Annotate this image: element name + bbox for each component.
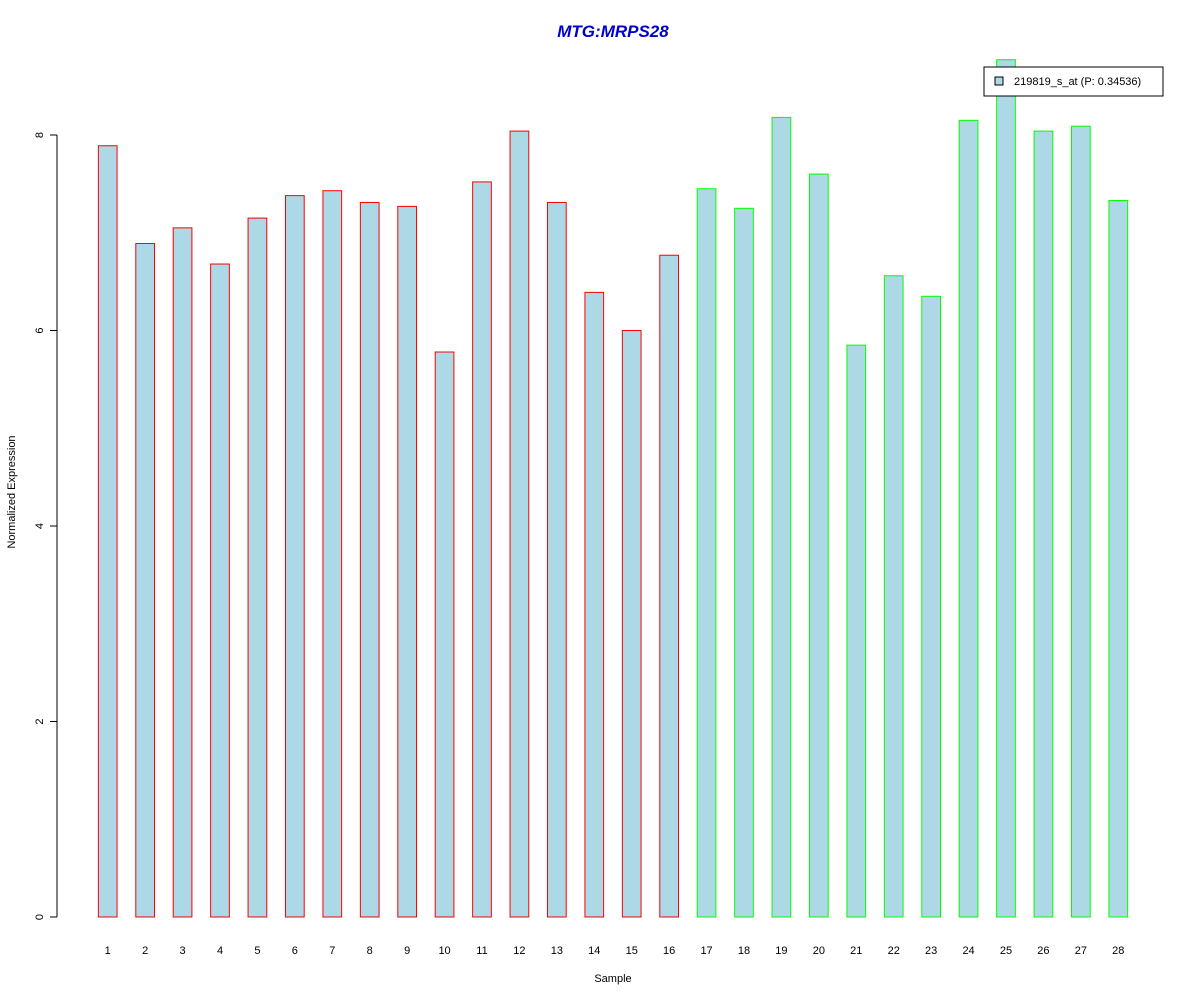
bar-sample-15 — [621, 330, 642, 918]
x-tick-label: 21 — [850, 945, 862, 957]
y-axis-label: Normalized Expression — [6, 435, 18, 548]
legend: 219819_s_at (P: 0.34536) — [983, 66, 1164, 97]
x-tick-label: 10 — [438, 945, 450, 957]
chart-title: MTG:MRPS28 — [557, 22, 669, 41]
bar-sample-5 — [247, 217, 268, 918]
bar-sample-20 — [809, 173, 829, 918]
x-tick-label: 1 — [105, 945, 111, 957]
x-tick-label: 25 — [1000, 945, 1012, 957]
bar-sample-10 — [434, 351, 455, 918]
legend-box — [983, 66, 1164, 97]
x-tick-label: 4 — [217, 945, 223, 957]
bar-sample-12 — [509, 130, 530, 918]
x-tick-label: 12 — [513, 945, 525, 957]
x-tick-label: 22 — [888, 945, 900, 957]
x-tick-label: 17 — [700, 945, 712, 957]
bar-sample-9 — [397, 205, 418, 918]
y-tick-label: 2 — [34, 718, 46, 724]
x-tick-label: 24 — [962, 945, 974, 957]
bar-sample-22 — [883, 275, 904, 918]
y-tick-label: 4 — [34, 523, 46, 529]
bars — [97, 59, 1129, 918]
bar-sample-21 — [846, 344, 867, 918]
bar-sample-18 — [734, 207, 754, 918]
y-tick-label: 6 — [34, 327, 46, 333]
x-tick-label: 8 — [367, 945, 373, 957]
x-tick-label: 23 — [925, 945, 937, 957]
legend-label: 219819_s_at (P: 0.34536) — [1014, 76, 1141, 88]
x-tick-label: 20 — [813, 945, 825, 957]
x-tick-label: 16 — [663, 945, 675, 957]
x-tick-label: 18 — [738, 945, 750, 957]
x-tick-label: 14 — [588, 945, 600, 957]
bar-sample-19 — [771, 116, 792, 918]
y-axis: 0 2 4 6 8 — [34, 132, 58, 920]
bar-sample-17 — [696, 188, 717, 918]
bar-sample-25 — [996, 59, 1016, 918]
y-tick-label: 0 — [34, 914, 46, 920]
bar-sample-28 — [1108, 199, 1129, 918]
bar-sample-3 — [172, 227, 193, 918]
bar-sample-6 — [285, 195, 305, 918]
x-axis-label: Sample — [594, 973, 631, 985]
x-tick-label: 26 — [1037, 945, 1049, 957]
bar-sample-1 — [97, 145, 118, 918]
x-tick-label: 15 — [626, 945, 638, 957]
x-tick-label: 3 — [180, 945, 186, 957]
x-tick-label: 2 — [142, 945, 148, 957]
x-tick-label: 27 — [1075, 945, 1087, 957]
x-tick-label: 7 — [329, 945, 335, 957]
x-tick-label: 19 — [775, 945, 787, 957]
x-tick-label: 6 — [292, 945, 298, 957]
bar-sample-4 — [210, 263, 230, 918]
x-tick-label: 28 — [1112, 945, 1124, 957]
y-tick-label: 8 — [34, 132, 46, 138]
x-tick-label: 11 — [476, 945, 487, 957]
bar-sample-26 — [1033, 130, 1054, 918]
bar-sample-14 — [584, 291, 605, 918]
bar-sample-27 — [1071, 125, 1091, 918]
x-tick-label: 13 — [551, 945, 563, 957]
bar-sample-11 — [472, 181, 492, 918]
x-tick-label: 5 — [254, 945, 260, 957]
bar-sample-2 — [135, 243, 155, 918]
bar-sample-23 — [921, 295, 941, 918]
x-axis-tick-labels: 1 2 3 4 5 6 7 8 9 10 11 12 13 14 15 16 17 18 19 20 21 22 23 24 2… — [105, 945, 1125, 957]
x-tick-label: 9 — [404, 945, 410, 957]
bar-sample-24 — [958, 119, 979, 918]
bar-sample-16 — [659, 254, 679, 918]
bar-sample-7 — [322, 190, 343, 918]
bar-sample-8 — [359, 201, 380, 918]
legend-swatch — [994, 76, 1004, 86]
bar-sample-13 — [547, 201, 567, 918]
